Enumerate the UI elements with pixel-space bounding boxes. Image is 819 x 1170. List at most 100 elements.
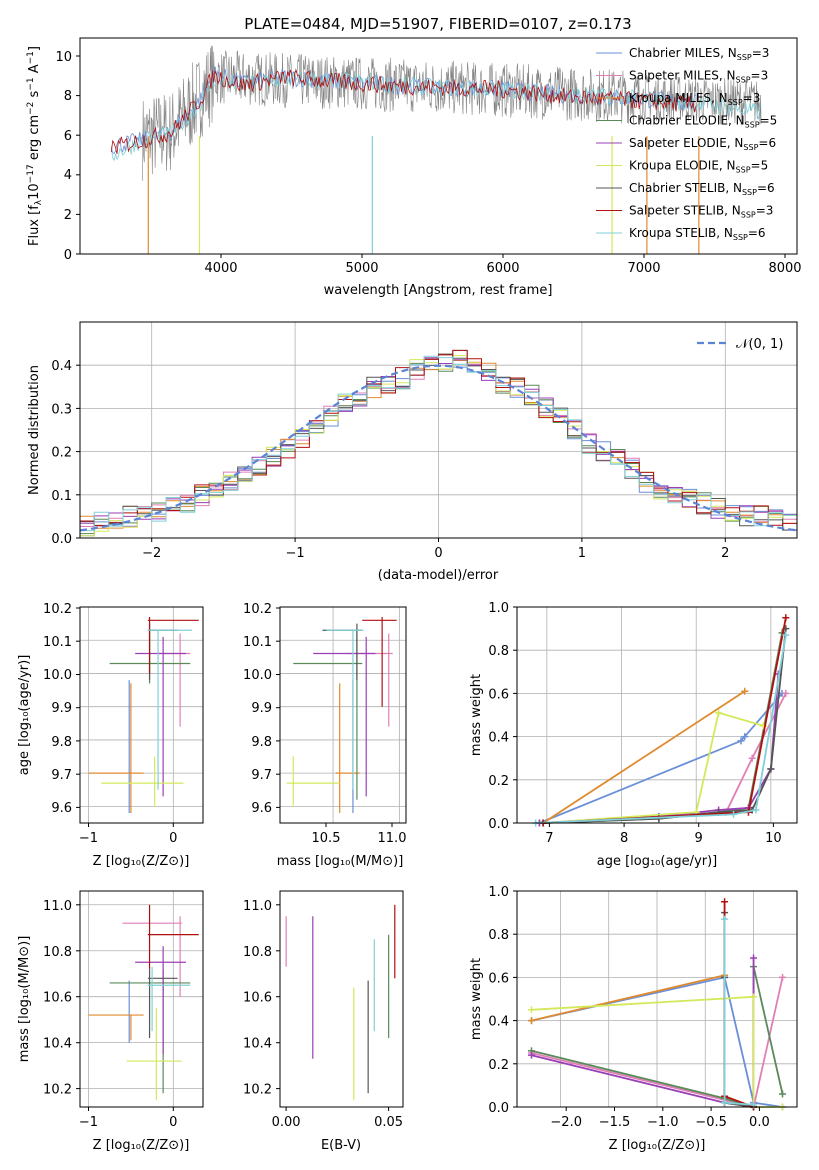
legend-label: Kroupa ELODIE, NSSP=5 xyxy=(629,159,768,175)
legend-label-tail: =3 xyxy=(751,69,769,83)
mass-age-ytick: 9.9 xyxy=(251,701,272,716)
plus-marker xyxy=(527,1017,535,1025)
age-weight-ytick: 0.2 xyxy=(488,774,509,789)
spectrum-ylabel-part: −17 xyxy=(26,164,36,183)
z-age-ytick: 10.1 xyxy=(43,635,72,650)
z-mass-plot xyxy=(80,891,203,1107)
z-age-xtick: −1 xyxy=(79,831,98,846)
z-age-ytick: 9.6 xyxy=(51,801,72,816)
mass-age-axes-frame xyxy=(279,606,407,824)
spectrum-ylabel-part: erg cm xyxy=(27,115,42,164)
spectrum-ylabel-part: A xyxy=(27,64,42,77)
z-weight-ytick: 0.8 xyxy=(488,928,509,943)
mass-age-panel: 10.5 11.0 9.6 9.7 9.8 9.9 10.0 10.1 10.2… xyxy=(243,602,407,869)
mass-age-ytick: 9.8 xyxy=(251,735,272,750)
legend-label-sub: SSP xyxy=(742,188,757,197)
z-weight-axes-frame xyxy=(516,890,798,1108)
plus-marker xyxy=(721,915,729,923)
age-weight-xtick: 9 xyxy=(695,831,703,846)
age-weight-ytick: 0.8 xyxy=(488,644,509,659)
ebv-mass-plot xyxy=(285,904,396,1101)
histogram-ytick: 0.2 xyxy=(51,446,72,461)
z-mass-xtick: −1 xyxy=(79,1115,98,1130)
model-spectrum-line xyxy=(110,69,697,155)
histogram-xtick: 1 xyxy=(578,546,586,561)
mass-age-ytick: 9.7 xyxy=(251,768,272,783)
legend-label-base: Kroupa ELODIE, N xyxy=(629,159,736,173)
z-mass-yticks: 10.2 10.4 10.6 10.8 11.0 xyxy=(43,899,80,1098)
z-age-ytick: 10.2 xyxy=(43,602,72,617)
age-weight-ytick: 0.0 xyxy=(488,817,509,832)
legend-label-sub: SSP xyxy=(736,76,751,85)
z-age-ytick: 10.0 xyxy=(43,668,72,683)
ebv-mass-xtick: 0.05 xyxy=(374,1115,403,1130)
mass-age-xlabel: mass [log₁₀(M/M⊙)] xyxy=(277,854,404,869)
histogram-plot xyxy=(79,322,798,539)
z-age-xlabel: Z [log₁₀(Z/Z⊙)] xyxy=(93,854,190,869)
legend-label-base: Chabrier STELIB, N xyxy=(629,181,742,195)
series-line xyxy=(723,901,754,1108)
histogram-xticks: −2 −1 0 1 2 xyxy=(142,538,729,561)
series-line xyxy=(539,673,780,824)
age-weight-xtick: 8 xyxy=(620,831,628,846)
plus-marker xyxy=(782,631,790,639)
spectrum-ylabel-part: −1 xyxy=(26,77,36,90)
histogram-ytick: 0.0 xyxy=(51,532,72,547)
plus-marker xyxy=(748,754,756,762)
series-line xyxy=(543,628,787,824)
mass-age-ytick: 9.6 xyxy=(251,801,272,816)
plus-marker xyxy=(527,1051,535,1059)
spectrum-xtick: 5000 xyxy=(345,261,378,276)
series-line xyxy=(543,617,787,824)
z-mass-xtick: 0 xyxy=(169,1115,177,1130)
histogram-yticks: 0.0 0.1 0.2 0.3 0.4 xyxy=(51,359,80,547)
z-age-plot xyxy=(80,606,203,823)
legend-label-base: Chabrier MILES, N xyxy=(629,46,737,60)
z-age-yticks: 9.6 9.7 9.8 9.9 10.0 10.1 10.2 xyxy=(43,602,80,816)
spectrum-ytick: 2 xyxy=(64,208,72,223)
ebv-mass-xtick: 0.00 xyxy=(272,1115,301,1130)
spectrum-ylabel-part: −1 xyxy=(26,51,36,64)
histogram-xtick: 0 xyxy=(434,546,442,561)
age-weight-ylabel: mass weight xyxy=(469,674,484,756)
age-weight-panel: 7 8 9 10 0.0 0.2 0.4 0.6 0.8 1.0 age [lo… xyxy=(469,601,798,869)
legend-label: Chabrier MILES, NSSP=3 xyxy=(629,46,769,62)
legend-label-sub: SSP xyxy=(745,121,760,130)
histogram-ytick: 0.4 xyxy=(51,359,72,374)
z-weight-xlabel: Z [log₁₀(Z/Z⊙)] xyxy=(609,1138,706,1153)
plus-marker xyxy=(741,733,749,741)
histogram-xtick: −2 xyxy=(142,546,161,561)
ebv-mass-axes-frame xyxy=(279,890,404,1108)
z-weight-xtick: 0.0 xyxy=(749,1115,770,1130)
age-weight-ytick: 0.4 xyxy=(488,731,509,746)
spectrum-xtick: 8000 xyxy=(768,261,801,276)
legend-label-tail: =6 xyxy=(757,181,775,195)
plus-marker xyxy=(527,1006,535,1014)
observed-spectrum-line xyxy=(142,45,762,181)
histogram-xtick: 2 xyxy=(721,546,729,561)
series-line xyxy=(543,711,764,824)
mass-age-ytick: 10.1 xyxy=(243,635,272,650)
legend-label-base: Salpeter ELODIE, N xyxy=(629,136,743,150)
age-weight-ytick: 0.6 xyxy=(488,687,509,702)
age-weight-plot xyxy=(517,606,797,827)
histogram-legend: 𝒩(0, 1) xyxy=(697,337,783,352)
legend-label-tail: =6 xyxy=(758,136,776,150)
mass-age-xtick: 11.0 xyxy=(378,831,407,846)
z-mass-ylabel: mass [log₁₀(M/M⊙)] xyxy=(17,936,32,1063)
z-weight-ytick: 0.0 xyxy=(488,1101,509,1116)
z-age-ytick: 9.9 xyxy=(51,701,72,716)
z-weight-xtick: −0.5 xyxy=(695,1115,727,1130)
z-mass-ytick: 10.4 xyxy=(43,1037,72,1052)
z-weight-ytick: 0.2 xyxy=(488,1058,509,1073)
spectrum-yticks: 0 2 4 6 8 10 xyxy=(55,50,80,263)
z-weight-xticks: −2.0 −1.5 −1.0 −0.5 0.0 xyxy=(550,1107,770,1130)
series-line xyxy=(723,912,754,1108)
histogram-xtick: −1 xyxy=(286,546,305,561)
plus-marker xyxy=(715,709,723,717)
figure-title: PLATE=0484, MJD=51907, FIBERID=0107, z=0… xyxy=(244,15,631,33)
age-weight-axes-frame xyxy=(516,606,798,824)
z-mass-ytick: 10.6 xyxy=(43,991,72,1006)
legend-label-tail: =3 xyxy=(756,204,774,218)
